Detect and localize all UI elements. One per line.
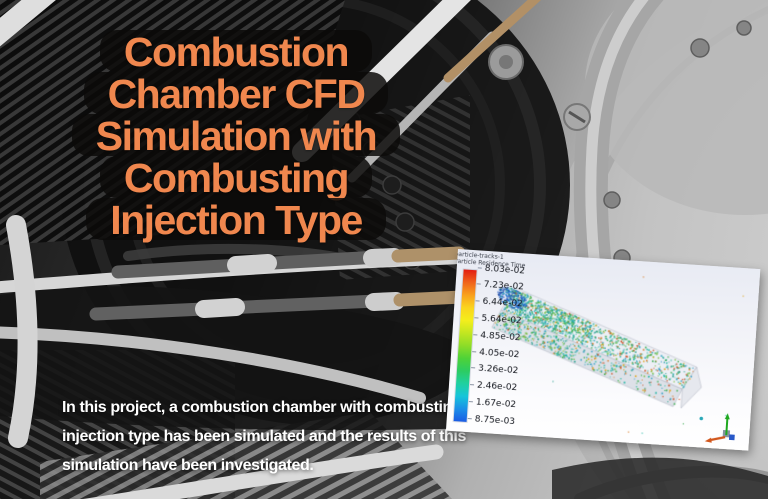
description-text: In this project, a combustion chamber wi… xyxy=(62,393,482,480)
title-block: Combustion Chamber CFD Simulation with C… xyxy=(0,30,472,242)
cfd-result-panel: particle-tracks-1 Particle Residence Tim… xyxy=(445,249,761,451)
axis-triad-icon xyxy=(699,413,735,443)
title-line: Simulation with xyxy=(71,114,401,158)
description-line: simulation have been investigated. xyxy=(62,457,314,474)
description-line: injection type has been simulated and th… xyxy=(62,428,466,445)
description-line: In this project, a combustion chamber wi… xyxy=(62,399,462,416)
title-line: Chamber CFD xyxy=(83,72,389,116)
title-line: Combusting xyxy=(99,156,373,200)
title-line: Injection Type xyxy=(86,198,386,242)
title-line: Combustion xyxy=(99,30,373,74)
